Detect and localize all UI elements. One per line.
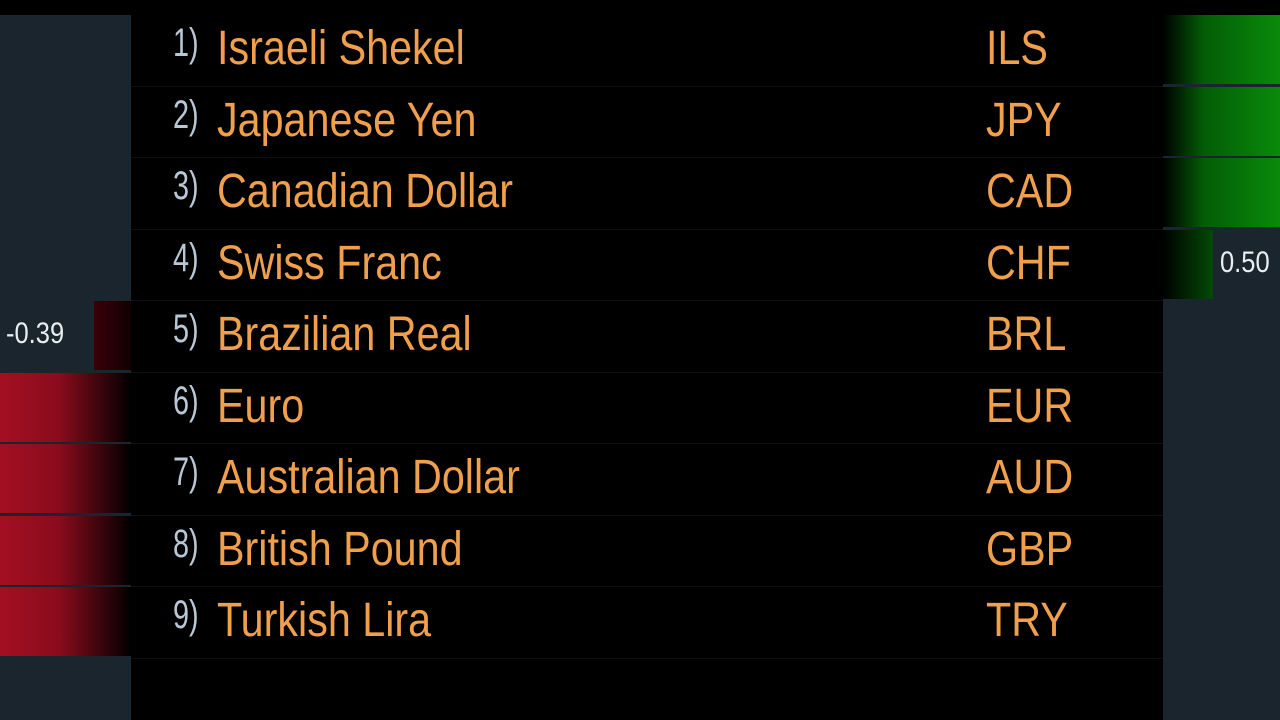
currency-row[interactable]: 1) Israeli Shekel ILS	[131, 15, 1163, 87]
row-index: 4)	[173, 235, 199, 280]
currency-code: AUD	[986, 451, 1074, 504]
currency-name: Brazilian Real	[217, 308, 472, 361]
currency-code: CAD	[986, 165, 1074, 218]
currency-code: JPY	[986, 93, 1062, 147]
currency-code: EUR	[986, 379, 1074, 433]
currency-code: GBP	[986, 522, 1074, 576]
negative-bar-row-6	[0, 373, 131, 442]
currency-row[interactable]: 4) Swiss Franc CHF	[131, 230, 1163, 301]
currency-code: BRL	[986, 308, 1067, 361]
positive-bar-row-1	[1163, 15, 1280, 84]
negative-bar-row-9	[0, 587, 131, 656]
negative-bar-row-8	[0, 516, 131, 585]
row-index: 5)	[173, 307, 199, 351]
positive-bar-row-3	[1163, 158, 1280, 227]
row-index: 7)	[173, 450, 199, 494]
currency-row[interactable]: 7) Australian Dollar AUD	[131, 444, 1163, 516]
currency-name: Canadian Dollar	[217, 165, 514, 218]
negative-bar-row-7	[0, 444, 131, 513]
currency-code: CHF	[986, 236, 1071, 290]
row-index: 8)	[173, 521, 199, 566]
currency-name: Japanese Yen	[217, 93, 477, 147]
currency-row[interactable]: 3) Canadian Dollar CAD	[131, 158, 1163, 230]
negative-value-label: -0.39	[6, 317, 65, 350]
currency-name: Turkish Lira	[217, 594, 432, 647]
currency-list: 1) Israeli Shekel ILS 2) Japanese Yen JPY 3)…	[131, 15, 1163, 659]
currency-row[interactable]: 6) Euro EUR	[131, 373, 1163, 444]
currency-row[interactable]: 8) British Pound GBP	[131, 516, 1163, 587]
currency-row[interactable]: 5) Brazilian Real BRL	[131, 301, 1163, 373]
positive-bar-row-2	[1163, 87, 1280, 156]
negative-bar-row-5	[94, 301, 131, 370]
currency-code: TRY	[986, 594, 1068, 647]
row-index: 9)	[173, 593, 199, 637]
row-index: 2)	[173, 92, 199, 137]
currency-row[interactable]: 9) Turkish Lira TRY	[131, 587, 1163, 659]
positive-bar-row-4	[1163, 230, 1213, 299]
currency-code: ILS	[986, 22, 1048, 75]
positive-value-label: 0.50	[1220, 246, 1270, 279]
currency-name: Swiss Franc	[217, 236, 442, 290]
row-index: 3)	[173, 164, 199, 208]
currency-name: Euro	[217, 379, 305, 433]
currency-row[interactable]: 2) Japanese Yen JPY	[131, 87, 1163, 158]
currency-name: Israeli Shekel	[217, 22, 465, 75]
currency-name: British Pound	[217, 522, 463, 576]
currency-name: Australian Dollar	[217, 451, 520, 504]
row-index: 1)	[173, 21, 199, 65]
row-index: 6)	[173, 378, 199, 423]
